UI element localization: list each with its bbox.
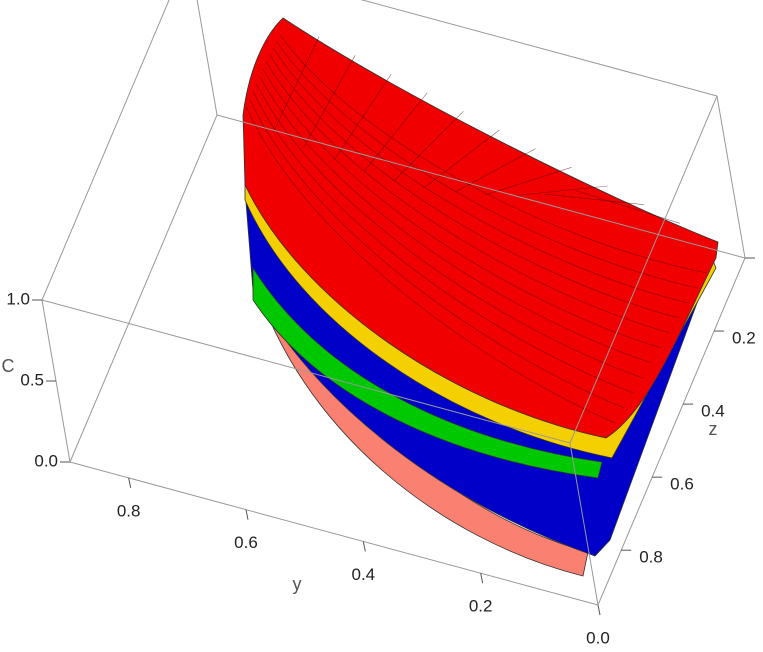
- mesh-line: [394, 111, 464, 181]
- box-edge: [41, 0, 170, 301]
- box-edge: [569, 95, 718, 444]
- box-edge: [716, 95, 746, 259]
- mesh-line: [363, 92, 428, 172]
- tick-label: 0.2: [469, 597, 493, 616]
- tick-label: 0.0: [586, 628, 610, 647]
- mesh-line: [276, 40, 698, 289]
- mesh-line: [484, 167, 572, 196]
- tick-label: 0.8: [117, 501, 141, 520]
- mesh-line: [262, 68, 662, 349]
- mesh-line: [249, 98, 625, 409]
- tick-label: 0.6: [234, 533, 258, 552]
- box-edge: [597, 257, 746, 606]
- tick-mark: [480, 573, 484, 584]
- mesh-line: [272, 47, 689, 304]
- tick-mark: [128, 477, 132, 488]
- mesh-line: [246, 106, 616, 424]
- tick-label: 0.4: [701, 402, 725, 421]
- box-edge: [41, 299, 571, 444]
- mesh-line: [515, 185, 608, 196]
- surfaces: [242, 17, 719, 577]
- tick-label: 0.0: [34, 451, 58, 470]
- axis-label-y: y: [293, 574, 302, 594]
- mesh-line: [333, 73, 392, 161]
- mesh-line: [424, 129, 500, 188]
- mesh-line: [256, 83, 643, 379]
- tick-label: 0.4: [352, 565, 376, 584]
- axis-label-c: C: [2, 356, 15, 376]
- tick-mark: [362, 541, 366, 552]
- tick-mark: [245, 509, 249, 520]
- box-edge: [360, 0, 718, 97]
- box-edge: [216, 114, 746, 259]
- box-edge: [569, 442, 599, 606]
- surface: [252, 266, 603, 479]
- mesh-line: [272, 36, 320, 133]
- surface: [242, 17, 719, 439]
- tick-label: 0.8: [639, 548, 663, 567]
- mesh-line: [252, 91, 634, 394]
- box-edge: [69, 461, 599, 606]
- tick-label: 1.0: [6, 289, 30, 308]
- mesh-line: [575, 190, 681, 224]
- box-edge: [69, 114, 218, 463]
- tick-label: 0.5: [20, 370, 44, 389]
- tick-mark: [597, 604, 601, 616]
- tick-label: 0.2: [732, 329, 756, 348]
- mesh-line: [259, 76, 652, 364]
- box-edge: [196, 0, 218, 116]
- mesh-line: [545, 193, 644, 205]
- tick-label: 0.6: [670, 475, 694, 494]
- axis-label-z: z: [709, 419, 718, 439]
- mesh-line: [454, 148, 536, 193]
- mesh-line: [269, 54, 680, 319]
- mesh-line: [266, 61, 671, 334]
